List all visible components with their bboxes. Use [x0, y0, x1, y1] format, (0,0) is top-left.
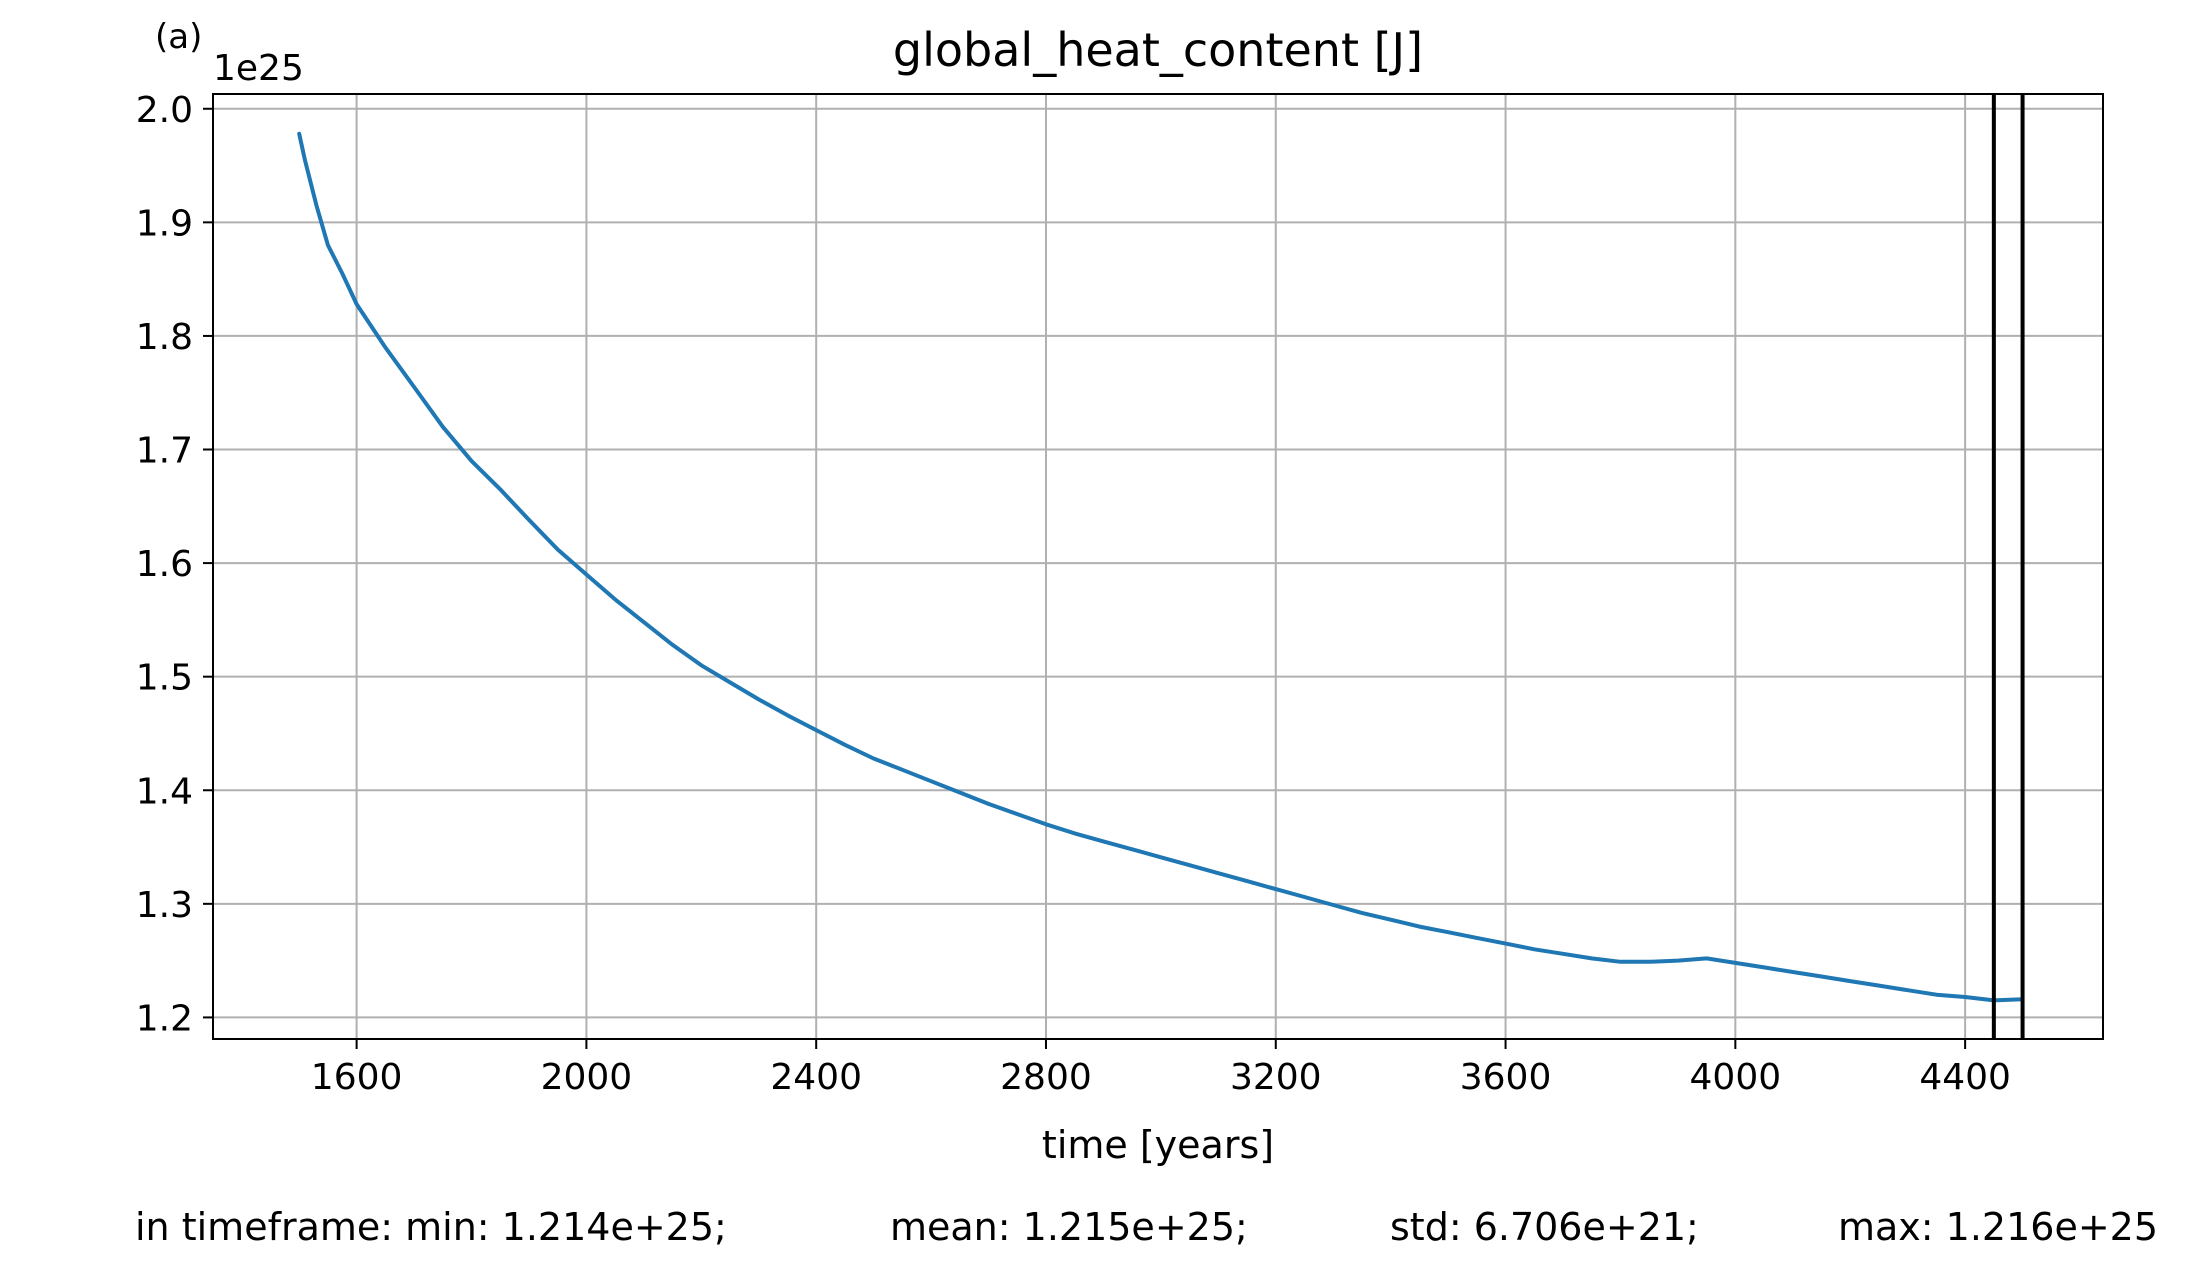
- axis-ticks: 1600 2000 2400 2800 3200 3600 4000 4400 1.2 1.3 1.…: [136, 90, 2011, 1098]
- x-tick-label: 2000: [541, 1057, 633, 1098]
- stats-std: std: 6.706e+21;: [1390, 1205, 1699, 1249]
- marker-lines: [1991, 94, 2025, 1039]
- x-tick-label: 2800: [1000, 1057, 1092, 1098]
- y-tick-label: 1.6: [136, 544, 193, 585]
- x-axis-label: time [years]: [1042, 1123, 1274, 1167]
- plot-frame: [212, 93, 2104, 1040]
- stats-min: in timeframe: min: 1.214e+25;: [135, 1205, 727, 1249]
- x-tick-label: 4000: [1690, 1057, 1782, 1098]
- stats-mean: mean: 1.215e+25;: [890, 1205, 1248, 1249]
- x-tick-label: 3600: [1460, 1057, 1552, 1098]
- x-tick-label: 2400: [770, 1057, 862, 1098]
- x-tick-label: 1600: [311, 1057, 403, 1098]
- x-tick-label: 4400: [1919, 1057, 2011, 1098]
- y-tick-label: 2.0: [136, 90, 193, 131]
- stats-max: max: 1.216e+25: [1838, 1205, 2158, 1249]
- y-tick-label: 1.5: [136, 658, 193, 699]
- series-line: [297, 131, 2025, 1003]
- y-tick-label: 1.8: [136, 317, 193, 358]
- grid-lines: [213, 94, 2103, 1039]
- series-group: [297, 131, 2025, 1003]
- y-offset-label: 1e25: [213, 48, 304, 89]
- y-tick-label: 1.2: [136, 998, 193, 1039]
- panel-label: (a): [155, 17, 202, 57]
- y-tick-label: 1.7: [136, 431, 193, 472]
- y-tick-label: 1.3: [136, 885, 193, 926]
- chart-title: global_heat_content [J]: [893, 23, 1423, 77]
- y-tick-label: 1.9: [136, 203, 193, 244]
- y-tick-label: 1.4: [136, 771, 193, 812]
- x-tick-label: 3200: [1230, 1057, 1322, 1098]
